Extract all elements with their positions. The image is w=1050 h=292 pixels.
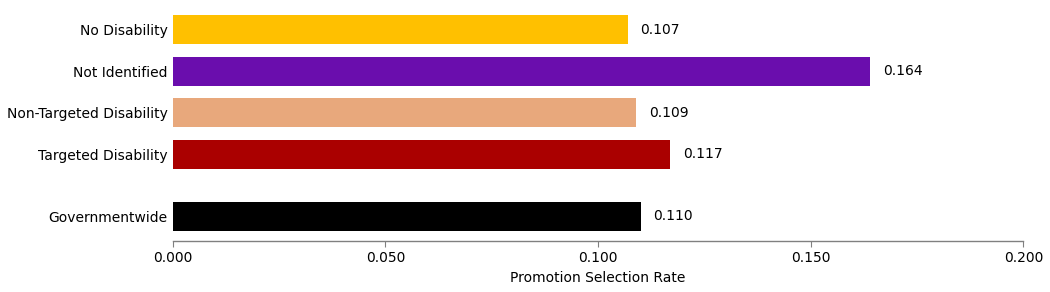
Bar bbox=[172, 202, 640, 231]
Bar bbox=[172, 140, 670, 168]
X-axis label: Promotion Selection Rate: Promotion Selection Rate bbox=[510, 271, 686, 285]
Bar bbox=[172, 98, 636, 127]
Bar bbox=[172, 57, 870, 86]
Text: 0.164: 0.164 bbox=[883, 64, 923, 78]
Text: 0.110: 0.110 bbox=[653, 209, 693, 223]
Text: 0.117: 0.117 bbox=[684, 147, 722, 161]
Bar bbox=[172, 15, 628, 44]
Text: 0.107: 0.107 bbox=[640, 23, 680, 37]
Text: 0.109: 0.109 bbox=[649, 106, 689, 120]
